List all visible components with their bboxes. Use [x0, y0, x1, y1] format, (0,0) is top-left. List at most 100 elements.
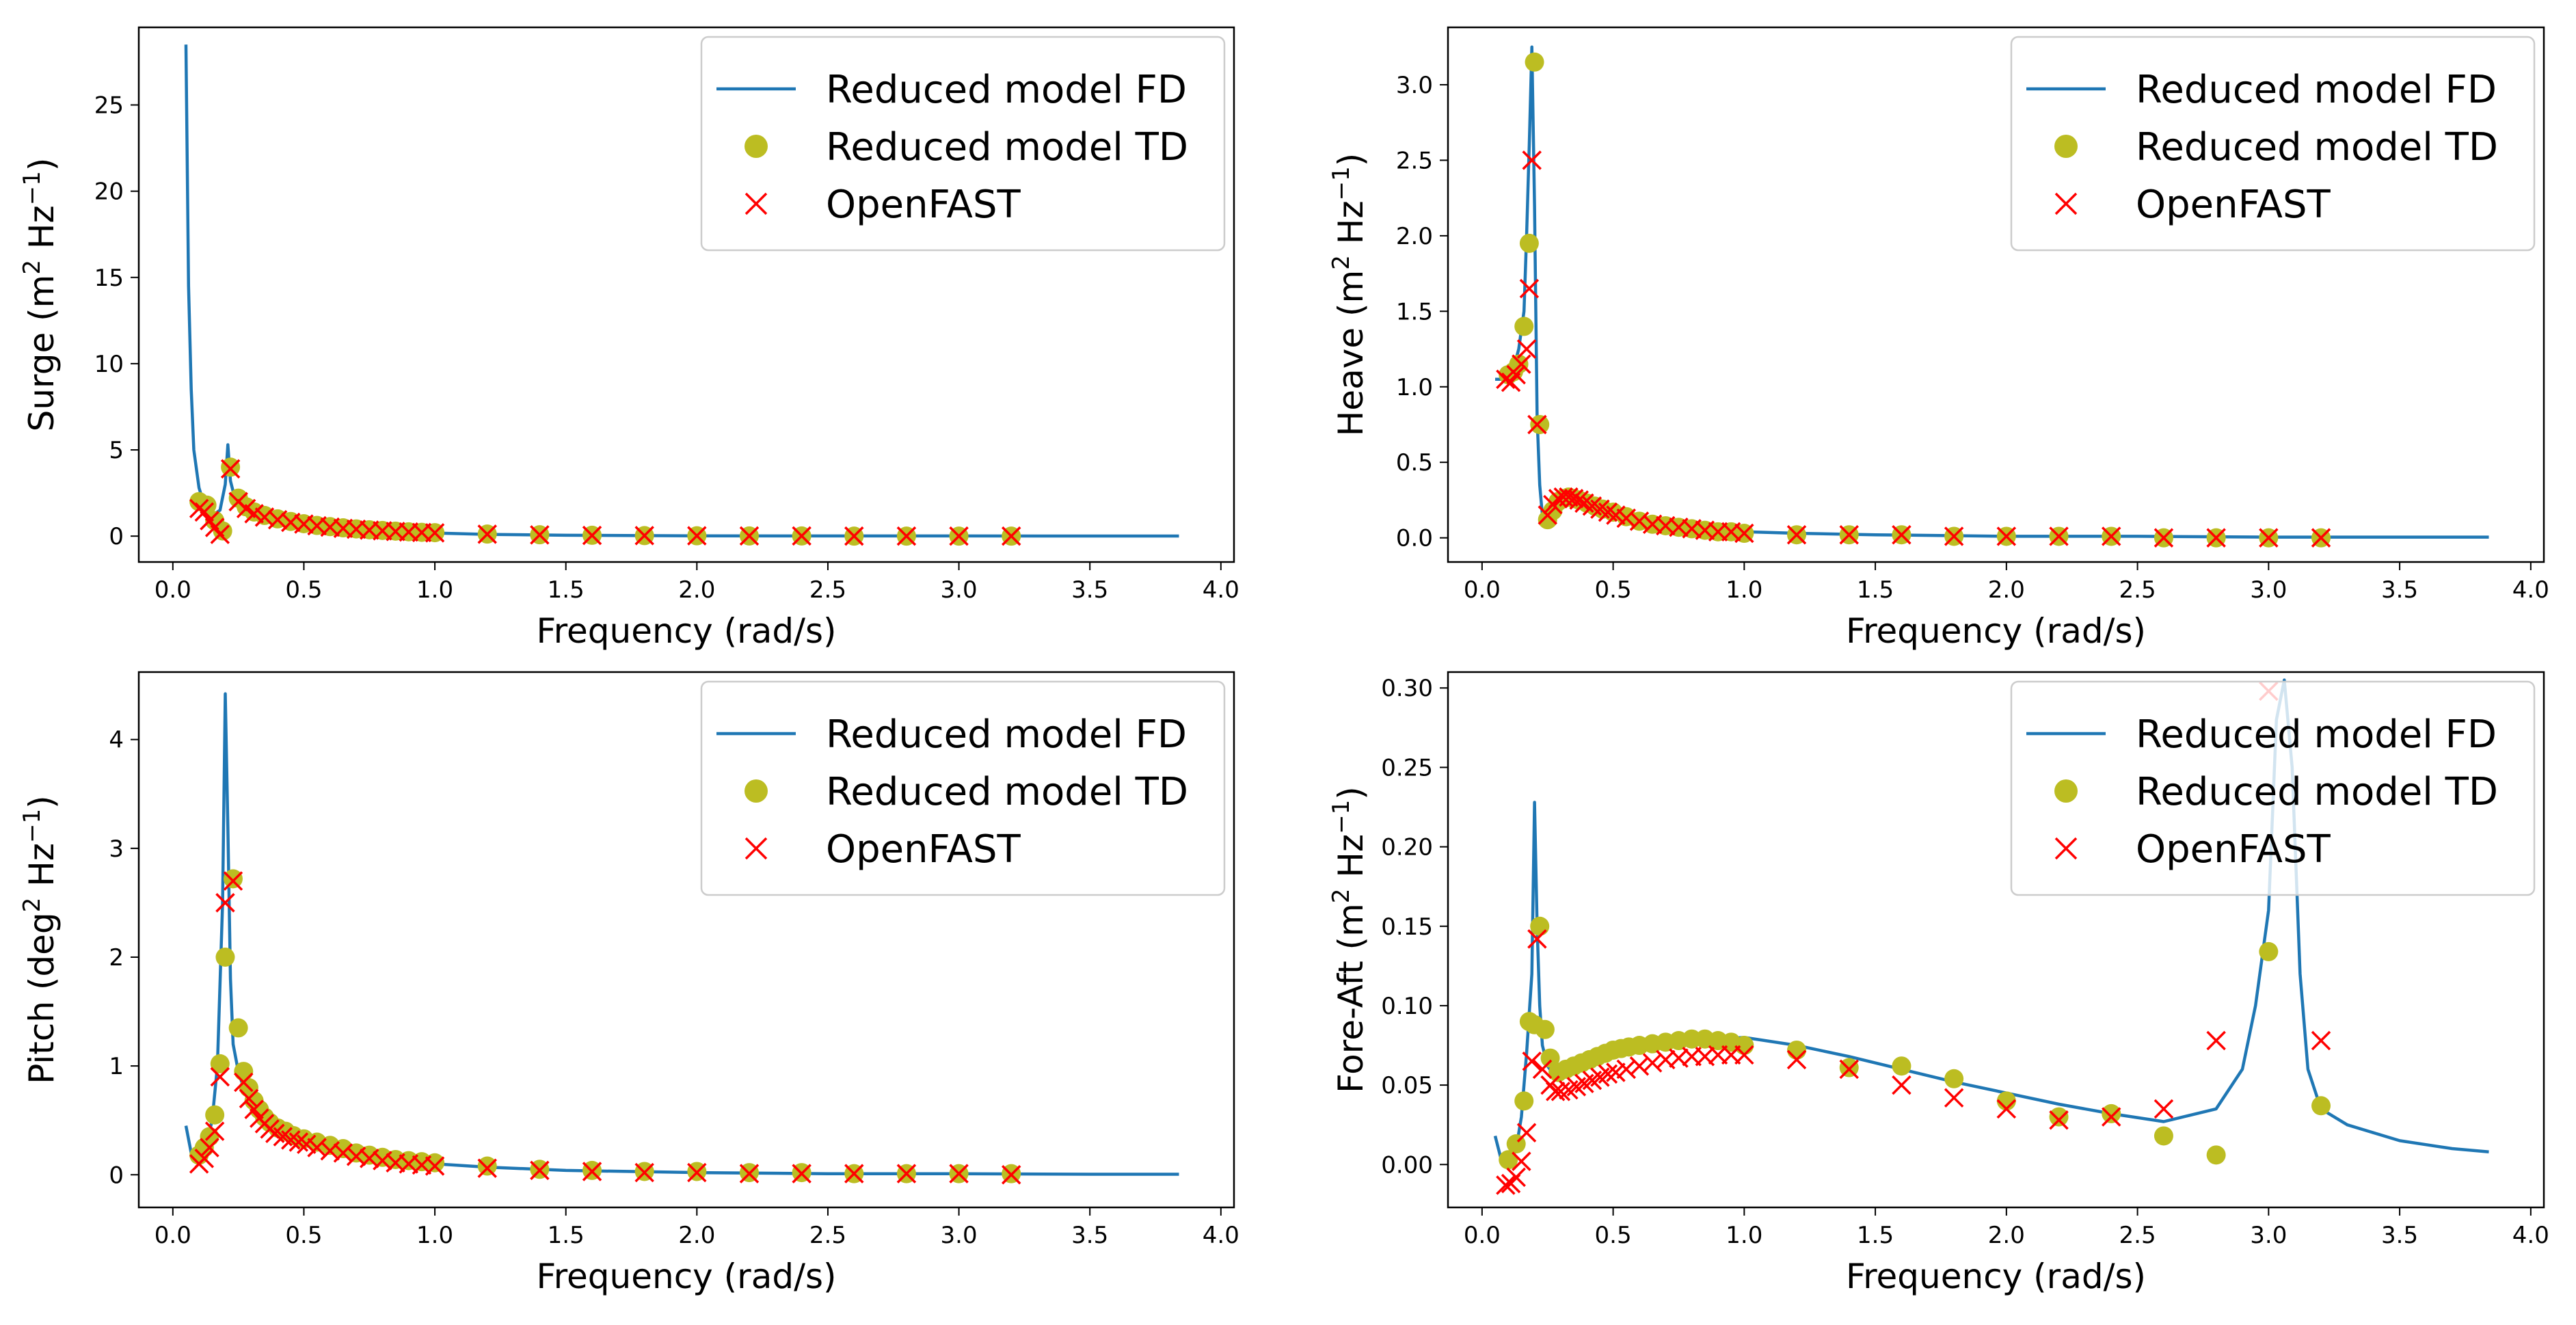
openfast-point [1519, 278, 1540, 299]
td-point [1514, 317, 1534, 336]
td-point [215, 947, 235, 967]
openfast-point [739, 526, 760, 546]
x-tick-label: 0.0 [155, 576, 191, 604]
openfast-point [1996, 1099, 2017, 1119]
x-tick-label: 0.0 [155, 1222, 191, 1249]
panel-surge: 0.0 0.5 1.0 1.5 2.0 2.5 3.0 3.5 4.0 0 5 10 15 20 25 Fre… [18, 26, 1239, 651]
y-tick-label: 0.30 [1381, 675, 1433, 702]
x-tick-label: 2.5 [2119, 576, 2156, 604]
openfast-point [530, 1160, 550, 1181]
openfast-point [333, 1143, 353, 1163]
y-axis-label: Pitch (deg2 Hz−1) [18, 795, 62, 1084]
openfast-point [210, 524, 230, 544]
openfast-point [1892, 524, 1911, 545]
openfast-point [792, 526, 811, 546]
legend-label: OpenFAST [2136, 827, 2331, 872]
y-tick-label: 2 [109, 944, 124, 972]
td-point [2049, 1107, 2069, 1127]
td-point [1944, 1069, 1964, 1088]
td-point [1682, 1029, 1702, 1049]
openfast-point [2311, 1030, 2331, 1051]
x-tick-label: 2.0 [678, 576, 715, 604]
openfast-point [530, 525, 550, 545]
legend-openfast-handle [2054, 837, 2078, 860]
y-axis-label: Heave (m2 Hz−1) [1328, 153, 1371, 437]
x-tick-label: 0.5 [285, 576, 322, 604]
plot-area [184, 692, 1179, 1185]
legend-label: OpenFAST [2136, 183, 2331, 227]
panel-heave: 0.0 0.5 1.0 1.5 2.0 2.5 3.0 3.5 4.0 0.0 0.5 1.0 1.5 2… [1328, 26, 2549, 651]
openfast-point [194, 1149, 215, 1168]
legend-openfast-handle [744, 837, 768, 860]
openfast-point [1506, 364, 1526, 385]
x-axis-label: Frequency (rad/s) [1846, 1257, 2146, 1296]
openfast-point [204, 1121, 225, 1141]
y-tick-label: 2.5 [1396, 147, 1433, 174]
td-point [1514, 1091, 1534, 1111]
x-axis-label: Frequency (rad/s) [536, 1257, 836, 1296]
x-tick-label: 0.0 [1464, 576, 1501, 604]
legend-label: Reduced model FD [826, 68, 1187, 112]
y-tick-label: 0.5 [1396, 449, 1433, 477]
openfast-point [1522, 150, 1542, 170]
openfast-point [582, 1162, 602, 1181]
y-tick-label: 15 [94, 265, 124, 292]
openfast-point [239, 1088, 259, 1109]
x-tick-label: 3.0 [941, 1222, 978, 1249]
openfast-point [2154, 528, 2174, 548]
openfast-point [792, 1164, 811, 1183]
openfast-point [1598, 1064, 1618, 1084]
x-tick-label: 3.0 [2250, 1222, 2287, 1249]
openfast-point [1522, 1052, 1542, 1071]
axes-frame [137, 671, 1235, 1209]
plot-area [184, 44, 1179, 546]
td-point [2206, 1145, 2226, 1165]
td-point [210, 1054, 230, 1073]
td-point [1787, 1040, 1807, 1060]
y-tick-label: 0 [109, 1162, 124, 1189]
openfast-point [1496, 369, 1516, 389]
td-point [1530, 916, 1550, 936]
openfast-point [1496, 1175, 1516, 1195]
y-tick-label: 3.0 [1396, 72, 1433, 99]
td-point [228, 1018, 248, 1038]
y-tick-label: 25 [94, 92, 124, 120]
y-tick-label: 2.0 [1396, 223, 1433, 250]
y-tick-label: 20 [94, 178, 124, 206]
openfast-point [210, 1067, 230, 1087]
openfast-point [234, 1072, 254, 1093]
td-point [1525, 52, 1544, 72]
x-tick-label: 0.5 [1595, 576, 1632, 604]
legend-box [2010, 36, 2536, 252]
openfast-point [425, 523, 445, 543]
openfast-point [307, 1138, 327, 1157]
legend-td-handle [744, 135, 768, 158]
legend-label: Reduced model FD [2136, 712, 2497, 757]
openfast-point [1001, 1165, 1021, 1185]
y-tick-label: 1.5 [1396, 298, 1433, 325]
openfast-point [425, 1156, 445, 1176]
legend-td-handle [2054, 135, 2078, 158]
openfast-point [2206, 528, 2226, 548]
legend-label: Reduced model TD [826, 125, 1188, 170]
plot-area [1493, 678, 2489, 1195]
x-tick-label: 1.5 [548, 576, 585, 604]
x-tick-label: 1.0 [1726, 1222, 1762, 1249]
legend-box [2010, 680, 2536, 896]
openfast-point [687, 1162, 707, 1183]
x-tick-label: 0.5 [1595, 1222, 1632, 1249]
openfast-point [896, 1164, 917, 1183]
x-tick-label: 2.5 [809, 1222, 846, 1249]
y-tick-label: 0.10 [1381, 993, 1433, 1020]
axes-frame [1447, 671, 2545, 1209]
openfast-point [244, 1099, 264, 1120]
openfast-point [1512, 354, 1531, 374]
openfast-point [2259, 528, 2279, 548]
openfast-point [1944, 526, 1964, 546]
td-point [221, 457, 241, 477]
openfast-point [1996, 526, 2017, 546]
x-tick-label: 2.5 [809, 576, 846, 604]
x-tick-label: 3.5 [2381, 576, 2418, 604]
openfast-point [582, 525, 602, 546]
y-tick-label: 1 [109, 1053, 124, 1080]
